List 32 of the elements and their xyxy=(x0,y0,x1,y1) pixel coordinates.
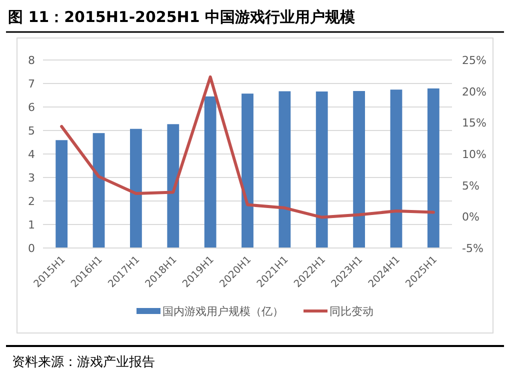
y-tick-label: 4 xyxy=(28,148,35,161)
y-tick-label: 7 xyxy=(28,78,35,90)
y2-tick-label: 20% xyxy=(462,85,486,98)
bar xyxy=(353,91,365,248)
y-tick-label: 2 xyxy=(28,195,35,208)
y-tick-label: 1 xyxy=(28,218,35,232)
bar xyxy=(56,140,68,248)
y-tick-label: 0 xyxy=(28,242,35,255)
y2-tick-label: 5% xyxy=(462,179,480,192)
chart-title: 图 11：2015H1-2025H1 中国游戏行业用户规模 xyxy=(8,8,356,26)
bar xyxy=(204,96,216,248)
y-tick-label: 3 xyxy=(28,172,35,184)
bar xyxy=(92,133,105,248)
bar xyxy=(278,91,291,248)
y2-tick-label: 10% xyxy=(462,148,486,161)
y-tick-label: 8 xyxy=(28,54,35,67)
y2-tick-label: 0% xyxy=(462,210,480,224)
legend-label: 同比变动 xyxy=(330,305,374,318)
y-tick-label: 6 xyxy=(28,101,35,114)
bar xyxy=(316,91,328,248)
bar xyxy=(130,128,142,248)
y2-tick-label: 15% xyxy=(462,116,486,130)
y2-tick-label: 25% xyxy=(462,54,486,67)
text: 资料来源：游戏产业报告 xyxy=(12,355,155,370)
bar xyxy=(390,90,402,248)
bar xyxy=(242,94,254,248)
bar xyxy=(427,88,440,248)
bar xyxy=(167,124,180,248)
y-tick-label: 5 xyxy=(28,124,35,138)
line-series xyxy=(60,75,435,219)
legend-label: 国内游戏用户规模（亿） xyxy=(162,305,284,318)
y2-tick-label: -5% xyxy=(462,242,484,255)
